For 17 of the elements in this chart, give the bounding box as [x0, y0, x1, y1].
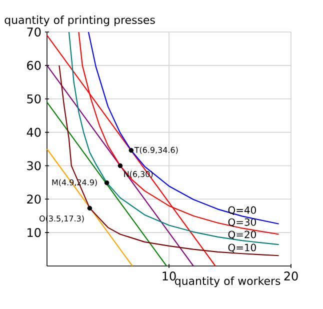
- series-label: Q=10: [228, 244, 256, 252]
- y-tick-label: 10: [28, 228, 41, 238]
- series-label: Q=30: [228, 218, 256, 228]
- y-tick-label: 70: [27, 27, 41, 37]
- point: [128, 148, 134, 153]
- y-tick-label: 40: [26, 128, 41, 137]
- series-label: Q=40: [228, 206, 256, 215]
- series-label: Q=20: [228, 230, 256, 240]
- y-tick-label: 50: [27, 94, 41, 104]
- x-axis-title: quantity of workers: [175, 276, 280, 288]
- y-tick-label: 60: [27, 60, 41, 70]
- y-axis-title: quantity of printing presses: [4, 16, 155, 26]
- y-tick-label: 30: [27, 161, 41, 170]
- point: [118, 163, 123, 168]
- y-tick-label: 20: [27, 194, 41, 204]
- point: [87, 206, 92, 211]
- point: [104, 180, 110, 186]
